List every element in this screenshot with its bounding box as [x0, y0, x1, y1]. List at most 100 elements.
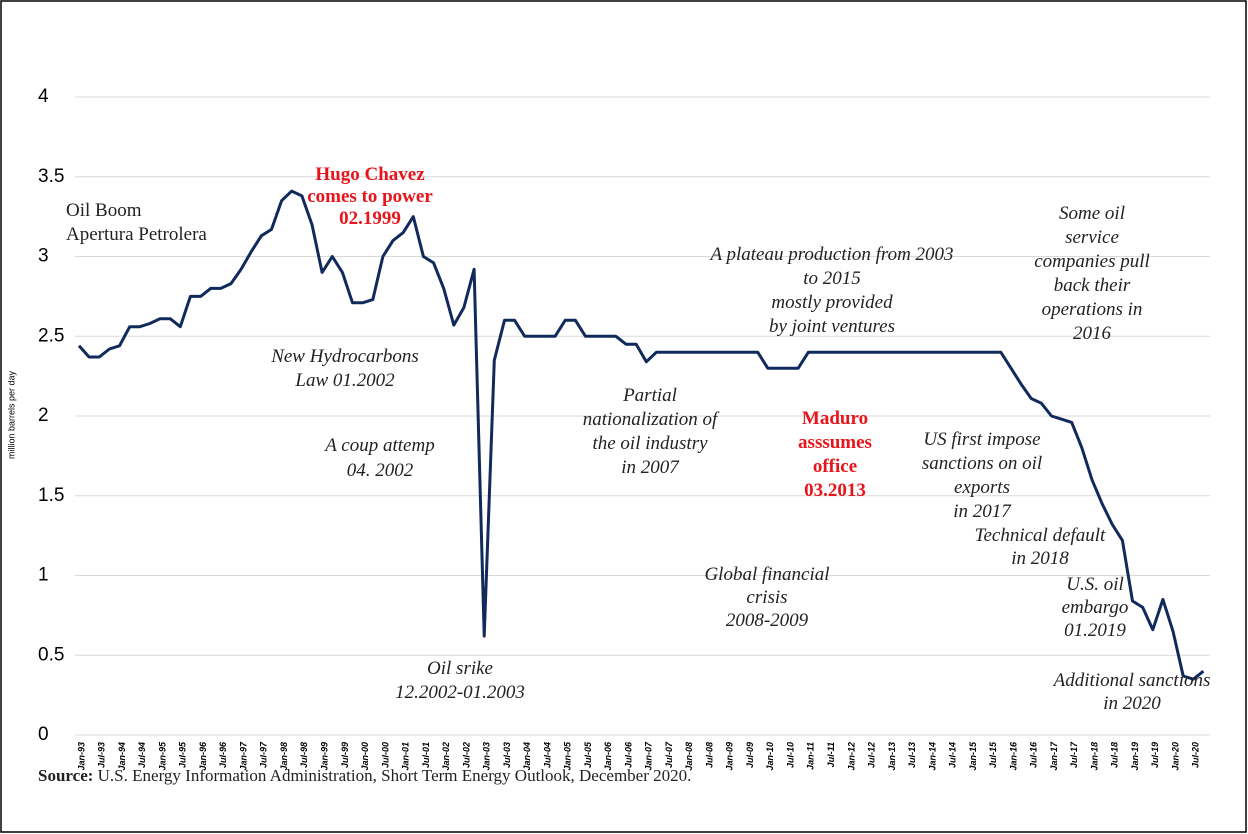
annotation: Oil Boom Apertura Petrolera	[66, 200, 207, 245]
x-tick-label: Jul-07	[664, 741, 674, 768]
x-tick-label: Jul-06	[623, 741, 633, 768]
x-tick-label: Jan-96	[198, 741, 208, 771]
annotation: Global financial crisis 2008-2009	[704, 564, 829, 631]
annotation-line: Hugo Chavez	[315, 164, 425, 185]
source-label: Source:	[38, 766, 93, 785]
x-tick-label: Jan-00	[360, 742, 370, 771]
x-tick-label: Jul-15	[988, 741, 998, 768]
annotation-line: to 2015	[803, 268, 861, 289]
x-tick-label: Jan-95	[157, 741, 167, 771]
annotation-line: in 2007	[621, 457, 680, 478]
annotation-line: 04. 2002	[347, 460, 414, 481]
annotation-line: Some oil	[1059, 203, 1125, 224]
x-tick-label: Jul-93	[97, 742, 107, 768]
annotation-line: asssumes	[798, 432, 872, 453]
annotation-line: back their	[1054, 275, 1131, 296]
x-tick-label: Jul-16	[1029, 741, 1039, 768]
x-tick-label: Jul-17	[1069, 741, 1079, 768]
x-tick-label: Jul-94	[137, 742, 147, 768]
x-tick-label: Jan-01	[401, 742, 411, 771]
annotation-line: Additional sanctions	[1052, 670, 1211, 691]
y-tick-label: 0	[38, 724, 49, 745]
x-tick-label: Jul-05	[583, 741, 593, 768]
annotation: US first impose sanctions on oil exports in…	[922, 429, 1042, 522]
annotation: Partial nationalization of the oil industr…	[583, 385, 720, 478]
x-tick-label: Jul-10	[785, 742, 795, 768]
annotation-line: operations in	[1042, 299, 1143, 320]
y-tick-label: 0.5	[38, 644, 64, 665]
annotation-line: Maduro	[802, 408, 868, 429]
annotation: Additional sanctions in 2020	[1052, 670, 1211, 714]
x-tick-label: Jan-07	[644, 741, 654, 771]
annotation: A coup attemp 04. 2002	[323, 435, 434, 481]
x-tick-label: Jan-10	[765, 742, 775, 771]
annotation-line: the oil industry	[592, 433, 708, 454]
source: Source: U.S. Energy Information Administ…	[38, 766, 691, 785]
annotation-line: U.S. oil	[1066, 574, 1124, 595]
x-tick-label: Jan-20	[1170, 742, 1180, 771]
x-tick-label: Jan-08	[684, 742, 694, 771]
x-tick-label: Jul-12	[867, 742, 877, 768]
x-tick-label: Jul-19	[1150, 742, 1160, 768]
annotation-line: in 2017	[953, 501, 1012, 522]
x-tick-label: Jan-13	[887, 742, 897, 771]
y-tick-label: 2	[38, 405, 49, 426]
annotation-line: service	[1065, 227, 1119, 248]
x-tick-label: Jan-94	[117, 742, 127, 771]
annotation: New Hydrocarbons Law 01.2002	[270, 346, 419, 391]
annotation: Technical default in 2018	[975, 525, 1106, 569]
annotation-line: US first impose	[923, 429, 1040, 450]
x-tick-label: Jul-00	[380, 742, 390, 768]
annotation: Some oil service companies pull back their o…	[1034, 203, 1150, 344]
annotation-line: nationalization of	[583, 409, 720, 430]
x-tick-label: Jan-14	[927, 742, 937, 771]
annotation-line: in 2020	[1103, 693, 1161, 714]
x-tick-label: Jan-15	[968, 741, 978, 771]
x-tick-label: Jan-02	[441, 742, 451, 771]
annotation-line: A coup attemp	[323, 435, 434, 456]
x-tick-label: Jan-06	[603, 741, 613, 771]
annotation-line: 03.2013	[804, 480, 866, 501]
y-tick-label: 4	[38, 86, 49, 107]
annotation-line: Oil srike	[427, 658, 493, 679]
x-tick-label: Jul-04	[542, 742, 552, 768]
x-tick-label: Jan-98	[279, 742, 289, 771]
annotation: Oil srike 12.2002-01.2003	[395, 658, 525, 703]
annotation-line: Law 01.2002	[294, 370, 395, 391]
source-text: U.S. Energy Information Administration, …	[98, 766, 692, 785]
annotation-line: Partial	[622, 385, 677, 406]
x-tick-label: Jul-11	[826, 742, 836, 767]
x-tick-label: Jan-18	[1089, 742, 1099, 771]
annotation-line: 12.2002-01.2003	[395, 682, 525, 703]
x-tick-label: Jul-08	[704, 742, 714, 768]
annotation-line: 2016	[1073, 323, 1112, 344]
y-axis-label: million barrels per day	[6, 370, 16, 459]
x-tick-label: Jul-18	[1110, 742, 1120, 768]
x-tick-label: Jul-14	[948, 742, 958, 768]
y-tick-label: 1.5	[38, 485, 64, 506]
annotation-line: sanctions on oil	[922, 453, 1042, 474]
x-tick-label: Jan-19	[1130, 742, 1140, 771]
annotation: U.S. oil embargo 01.2019	[1062, 574, 1129, 641]
x-tick-label: Jan-05	[563, 741, 573, 771]
x-tick-label: Jan-17	[1049, 741, 1059, 771]
annotation: A plateau production from 2003 to 2015 mos…	[708, 244, 953, 337]
x-tick-label: Jan-93	[76, 742, 86, 771]
x-tick-label: Jul-03	[502, 742, 512, 768]
x-tick-label: Jul-95	[178, 741, 188, 768]
annotation-line: in 2018	[1011, 548, 1069, 569]
annotation-line: embargo	[1062, 597, 1129, 618]
x-tick-label: Jan-12	[846, 742, 856, 771]
x-tick-label: Jul-97	[259, 741, 269, 768]
annotation-line: Global financial	[704, 564, 829, 585]
x-tick-label: Jul-13	[907, 742, 917, 768]
x-tick-label: Jul-20	[1191, 742, 1201, 768]
annotation-line: 02.1999	[339, 208, 401, 229]
x-tick-label: Jul-02	[461, 742, 471, 768]
annotation-line: office	[813, 456, 857, 477]
y-tick-label: 3	[38, 246, 49, 267]
annotation-line: A plateau production from 2003	[708, 244, 953, 265]
x-tick-label: Jul-96	[218, 741, 228, 768]
x-tick-label: Jan-03	[482, 742, 492, 771]
